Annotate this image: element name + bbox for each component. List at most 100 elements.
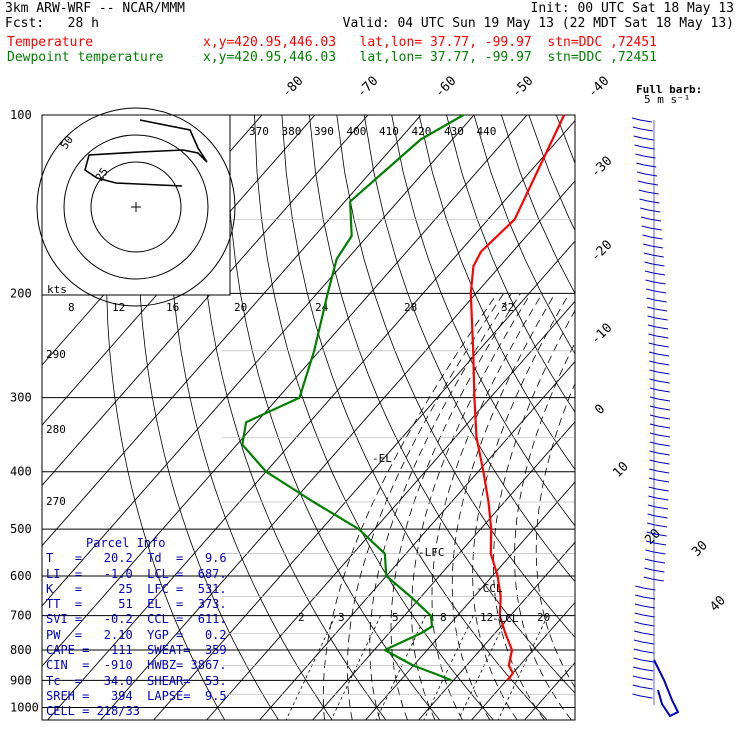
- parcel-level-label: -LFC: [418, 546, 445, 559]
- dry-adiabat-line: [528, 115, 575, 232]
- wind-barb: [657, 416, 671, 420]
- wind-barb: [656, 497, 669, 501]
- wind-barb: [648, 351, 658, 355]
- parcel-row: LI = -1.0 LCL = 687.: [46, 566, 227, 581]
- wind-barb: [656, 335, 669, 339]
- hodograph-speed-label: 8: [68, 301, 75, 314]
- parcel-row: CIN = -910 HWBZ= 3867.: [46, 658, 227, 673]
- isotherm-line: [47, 120, 575, 720]
- dry-adiabat-line: [501, 115, 575, 295]
- wind-barb: [655, 524, 668, 528]
- moist-adiabat-line: [535, 382, 575, 689]
- valid-time: Valid: 04 UTC Sun 19 May 13 (22 MDT Sat …: [342, 16, 734, 31]
- parcel-row: K = 25 LFC = 531.: [46, 581, 227, 596]
- parcel-row: CELL = 218/33: [46, 704, 140, 719]
- pressure-label: 300: [10, 391, 32, 405]
- wind-barb: [655, 515, 668, 519]
- wind-barb: [657, 443, 670, 447]
- mixing-ratio-line: [285, 615, 336, 720]
- pressure-label: 800: [10, 643, 32, 657]
- wind-barb: [649, 360, 658, 364]
- wind-barb: [649, 369, 658, 373]
- parcel-row: Tc = 34.0 SHEAR= 53.: [46, 673, 227, 688]
- isotherm-label: -30: [588, 154, 615, 181]
- wind-barb: [649, 227, 662, 231]
- wind-barb: [657, 407, 671, 411]
- moist-adiabat-line: [369, 293, 512, 720]
- hodograph-ring-label: 25: [93, 165, 111, 183]
- wind-barb: [643, 576, 652, 580]
- dry-adiabat-line: [254, 115, 494, 720]
- wind-barb: [634, 144, 643, 148]
- theta-e-label: 390: [314, 125, 334, 138]
- wind-barb: [657, 362, 670, 366]
- wind-barb: [640, 207, 649, 211]
- wind-barb: [657, 452, 670, 456]
- isotherm-line: [42, 115, 475, 607]
- isotherm-line: [153, 240, 575, 720]
- dry-adiabat-line: [137, 115, 279, 720]
- wind-barb: [640, 677, 654, 681]
- moist-adiabat-line: [472, 293, 570, 720]
- wind-barb: [640, 686, 653, 690]
- wind-barb: [641, 225, 650, 229]
- moist-adiabat-line: [514, 342, 575, 720]
- theta-e-label: 440: [477, 125, 497, 138]
- hodograph: [36, 107, 236, 307]
- moist-adiabat-line: [411, 293, 532, 720]
- wind-barb: [633, 135, 642, 139]
- pressure-label: 200: [10, 286, 32, 300]
- wind-barb: [654, 542, 667, 546]
- wind-barb: [646, 288, 655, 292]
- dry-adiabat-line: [198, 115, 387, 720]
- wind-barb: [643, 243, 652, 247]
- dry-adiabat-line: [391, 115, 575, 527]
- mixing-ratio-line: [330, 615, 381, 720]
- hodograph-trace: [84, 119, 208, 187]
- pressure-label: 900: [10, 673, 32, 687]
- wind-barb: [633, 657, 642, 661]
- temperature-location: x,y=420.95,446.03 lat,lon= 37.77, -99.97…: [203, 35, 657, 50]
- wind-barb: [655, 317, 668, 321]
- barb-legend-title: Full barb:: [636, 83, 702, 96]
- wind-barb: [644, 558, 654, 562]
- wind-barb: [649, 468, 658, 472]
- wind-barb: [649, 450, 658, 454]
- isotherm-line: [42, 115, 422, 547]
- wind-barb: [636, 171, 646, 175]
- pressure-label: 700: [10, 609, 32, 623]
- wind-barb: [656, 344, 669, 348]
- wind-barb: [647, 315, 656, 319]
- wind-barb: [649, 459, 658, 463]
- hodograph-units: kts: [47, 283, 67, 296]
- wind-barb: [651, 254, 664, 258]
- wind-barb: [653, 281, 666, 285]
- pressure-label: 100: [10, 108, 32, 122]
- wind-barb: [653, 551, 666, 555]
- wind-barb: [635, 153, 644, 157]
- dry-adiabat-line: [473, 115, 575, 355]
- hodograph-ring-label: 50: [58, 133, 76, 151]
- isotherm-label: -20: [588, 238, 615, 265]
- theta-e-label: 410: [379, 125, 399, 138]
- wind-barb: [631, 117, 641, 121]
- wind-barb: [648, 486, 657, 490]
- wind-barb: [639, 119, 653, 123]
- parcel-row: SVI = -0.2 CCL = 611.: [46, 612, 227, 627]
- wind-barb: [644, 261, 653, 265]
- mixing-ratio-label: 5: [392, 611, 399, 624]
- wind-barb: [654, 299, 667, 303]
- parcel-level-label: -LCL: [492, 612, 519, 625]
- wind-barb: [657, 470, 670, 474]
- temperature-label: Temperature: [7, 35, 94, 50]
- mixing-ratio-line: [375, 615, 426, 720]
- wind-barb: [642, 623, 655, 627]
- parcel-info-title: Parcel Info: [86, 536, 166, 550]
- pressure-label: 1000: [10, 700, 39, 714]
- wind-barb: [657, 425, 671, 429]
- isotherm-line: [100, 180, 575, 720]
- wind-barb: [648, 477, 658, 481]
- wind-barb: [655, 308, 668, 312]
- wind-barb: [652, 263, 665, 267]
- wind-barb: [632, 693, 641, 697]
